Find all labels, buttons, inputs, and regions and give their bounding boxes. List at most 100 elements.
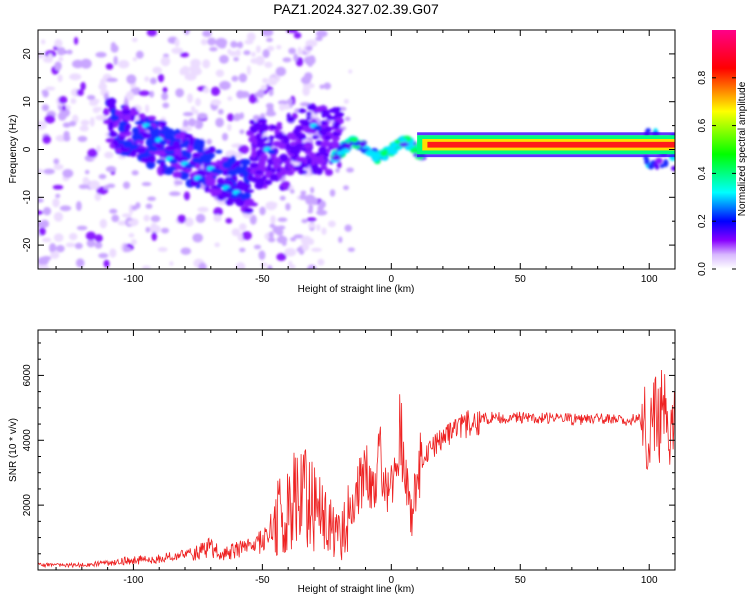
heatmap-cell <box>136 147 147 154</box>
heatmap-cell <box>272 157 282 165</box>
heatmap-cell <box>149 155 156 163</box>
heatmap-cell <box>249 162 259 169</box>
heatmap-cell <box>98 252 109 259</box>
heatmap-cell <box>323 82 332 90</box>
heatmap-cell <box>204 157 212 166</box>
heatmap-cell <box>279 103 286 112</box>
heatmap-cell <box>315 140 323 146</box>
heatmap-cell <box>98 174 107 180</box>
heatmap-cell <box>259 155 267 164</box>
heatmap-cell <box>175 88 184 98</box>
heatmap-cell <box>189 180 199 187</box>
colorbar-tick-label: 0.2 <box>697 214 708 228</box>
heatmap-cell <box>239 184 250 189</box>
heatmap-cell <box>249 214 257 225</box>
heatmap-cell <box>253 244 262 250</box>
heatmap-cell <box>194 109 199 115</box>
heatmap-cell <box>257 89 265 99</box>
heatmap-cell <box>80 58 92 69</box>
heatmap-cell <box>77 135 88 143</box>
colorbar: 0.0 0.2 0.4 0.6 0.8 Normalized spectral ampl… <box>697 30 748 276</box>
heatmap-cell <box>266 37 273 43</box>
heatmap-cell <box>105 137 115 143</box>
heatmap-cell <box>334 111 345 118</box>
heatmap-cell <box>56 47 66 56</box>
heatmap-cell <box>174 180 184 186</box>
heatmap-cell <box>379 150 388 157</box>
snr-y-label: SNR (10 * v/v) <box>8 418 19 482</box>
heatmap-cell <box>197 112 208 120</box>
x-tick-label: -50 <box>255 274 270 285</box>
heatmap-cell <box>288 47 296 55</box>
heatmap-cell <box>53 158 60 165</box>
heatmap-cell <box>68 232 78 241</box>
heatmap-cell <box>214 242 220 248</box>
heatmap-cell <box>88 100 99 106</box>
heatmap-cell <box>269 173 279 182</box>
heatmap-cell <box>262 49 270 58</box>
heatmap-cell <box>190 67 202 76</box>
heatmap-cell <box>315 36 323 42</box>
heatmap-cell <box>145 226 151 233</box>
heatmap-cell <box>110 108 116 116</box>
heatmap-cell <box>174 38 180 48</box>
heatmap-cell <box>79 125 89 132</box>
heatmap-cell <box>297 169 308 175</box>
heatmap-cell <box>206 138 212 145</box>
heatmap-cell <box>285 203 291 211</box>
heatmap-cell <box>254 170 264 175</box>
heatmap-cell <box>282 57 292 63</box>
heatmap-cell <box>194 119 204 130</box>
heatmap-cell <box>265 110 277 117</box>
heatmap-cell <box>118 136 125 141</box>
heatmap-cell <box>287 163 295 170</box>
heatmap-cell <box>144 104 150 114</box>
heatmap-cell <box>327 220 336 228</box>
heatmap-cell <box>109 248 117 258</box>
heatmap-cell <box>215 149 223 154</box>
heatmap-cell <box>38 220 43 228</box>
heatmap-cell <box>118 60 130 69</box>
y-tick-label: 0 <box>22 146 33 152</box>
heatmap-cell <box>231 75 239 82</box>
heatmap-cell <box>73 37 79 45</box>
heatmap-cell <box>108 131 118 138</box>
heatmap-cell <box>187 93 193 103</box>
heatmap-cell <box>227 48 232 55</box>
heatmap-cell <box>235 49 241 57</box>
heatmap-cell <box>192 157 201 163</box>
heatmap-cell <box>235 262 246 269</box>
heatmap-cell <box>54 61 62 71</box>
heatmap-cell <box>302 82 315 89</box>
heatmap-cell <box>163 131 174 141</box>
heatmap-cell <box>211 191 219 198</box>
heatmap-cell <box>106 183 116 189</box>
heatmap-cell <box>297 133 307 141</box>
carrier-line <box>417 132 675 158</box>
heatmap-cell <box>41 237 52 243</box>
heatmap-cell <box>276 44 282 50</box>
heatmap-cell <box>332 121 341 130</box>
heatmap-cell <box>107 121 114 131</box>
heatmap-cell <box>210 168 219 174</box>
heatmap-cell <box>41 39 46 45</box>
heatmap-cell <box>319 84 325 90</box>
heatmap-cell <box>227 169 238 177</box>
heatmap-cell <box>192 233 203 243</box>
heatmap-cell <box>40 219 50 228</box>
heatmap-cell <box>172 140 181 148</box>
heatmap-cell <box>216 177 225 185</box>
heatmap-cell <box>310 186 315 194</box>
heatmap-cell <box>296 247 303 253</box>
heatmap-cell <box>277 142 285 147</box>
heatmap-cell <box>42 135 52 144</box>
snr-line <box>38 369 675 569</box>
heatmap-cell <box>131 127 140 136</box>
heatmap-cell <box>249 125 258 133</box>
heatmap-cell <box>388 148 398 155</box>
heatmap-cell <box>141 132 152 139</box>
heatmap-cell <box>57 74 63 83</box>
heatmap-cell <box>295 156 305 163</box>
heatmap-cell <box>53 163 64 171</box>
heatmap-cell <box>159 139 168 145</box>
